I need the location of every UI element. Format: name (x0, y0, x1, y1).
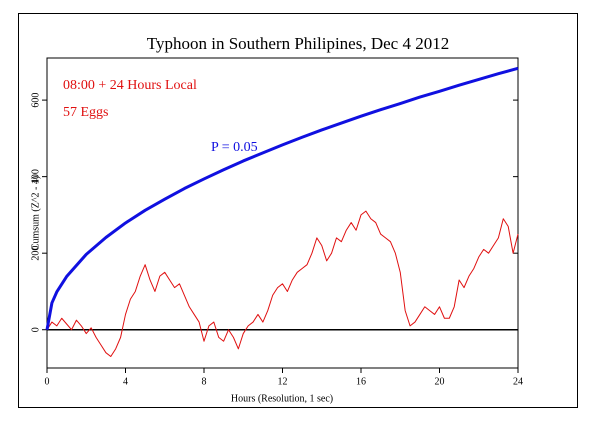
x-tick-label: 4 (123, 376, 128, 387)
x-tick-label: 0 (45, 376, 50, 387)
outer-frame (18, 13, 578, 408)
annotation: 57 Eggs (63, 105, 109, 120)
y-tick-label: 0 (30, 327, 41, 332)
y-tick-label: 600 (30, 93, 41, 108)
y-axis-label: Cumsum (Z^2 - 1) (30, 176, 41, 250)
data-line (45, 66, 519, 331)
x-tick-label: 12 (278, 376, 288, 387)
x-tick-label: 20 (435, 376, 445, 387)
x-tick-label: 16 (356, 376, 366, 387)
x-tick-label: 24 (513, 376, 523, 387)
annotation: P = 0.05 (211, 140, 258, 155)
data-line (46, 210, 519, 358)
annotation: 08:00 + 24 Hours Local (63, 78, 197, 93)
x-tick-label: 8 (202, 376, 207, 387)
y-tick-label: 200 (30, 246, 41, 261)
x-axis-label: Hours (Resolution, 1 sec) (231, 393, 333, 404)
y-tick-label: 400 (30, 169, 41, 184)
chart-title: Typhoon in Southern Philipines, Dec 4 20… (147, 34, 449, 53)
